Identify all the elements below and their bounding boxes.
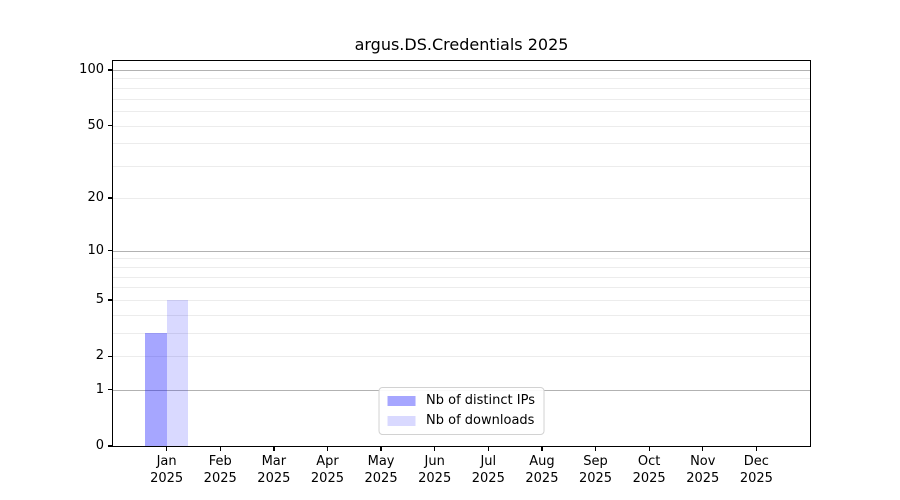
minor-gridline	[113, 300, 810, 302]
x-tick-mark	[487, 446, 489, 451]
y-tick-mark	[108, 197, 113, 199]
y-tick-mark	[108, 445, 113, 447]
x-tick-mark	[380, 446, 382, 451]
minor-gridline	[113, 87, 810, 89]
x-tick-month: Apr	[316, 454, 339, 469]
y-tick-mark	[108, 250, 113, 252]
x-tick-mark	[648, 446, 650, 451]
x-tick-label: Dec 2025	[724, 454, 788, 487]
x-tick-year: 2025	[257, 470, 291, 486]
minor-gridline	[113, 287, 810, 289]
y-tick-label: 0	[95, 438, 104, 453]
x-tick-year: 2025	[739, 470, 773, 486]
x-tick-mark	[273, 446, 275, 451]
y-tick-label: 100	[79, 62, 104, 77]
x-tick-month: Jan	[156, 454, 177, 469]
x-tick-mark	[219, 446, 221, 451]
x-tick-label: Mar 2025	[242, 454, 306, 487]
x-tick-label: May 2025	[349, 454, 413, 487]
legend-label-distinct-ips: Nb of distinct IPs	[426, 393, 535, 408]
minor-gridline	[113, 276, 810, 278]
y-tick-label: 50	[87, 117, 104, 133]
minor-gridline	[113, 125, 810, 127]
x-tick-month: Aug	[529, 454, 555, 469]
y-tick-label: 20	[87, 189, 104, 205]
x-tick-mark	[541, 446, 543, 451]
bar-downloads	[166, 300, 189, 446]
x-tick-year: 2025	[310, 470, 344, 486]
minor-gridline	[113, 266, 810, 268]
minor-gridline	[113, 356, 810, 358]
minor-gridline	[113, 197, 810, 199]
x-tick-mark	[702, 446, 704, 451]
x-tick-month: Sep	[583, 454, 608, 469]
minor-gridline	[113, 111, 810, 113]
x-tick-month: Feb	[208, 454, 232, 469]
legend-item-downloads: Nb of downloads	[387, 413, 535, 429]
x-tick-month: Mar	[261, 454, 287, 469]
x-tick-label: Sep 2025	[564, 454, 628, 487]
x-tick-label: Nov 2025	[671, 454, 735, 487]
minor-gridline	[113, 98, 810, 100]
x-tick-year: 2025	[471, 470, 505, 486]
x-tick-year: 2025	[686, 470, 720, 486]
chart-title: argus.DS.Credentials 2025	[354, 35, 569, 54]
x-tick-label: Jul 2025	[456, 454, 520, 487]
x-tick-year: 2025	[632, 470, 666, 486]
bar-distinct-ips	[145, 333, 167, 446]
x-tick-label: Apr 2025	[295, 454, 359, 487]
minor-gridline	[113, 333, 810, 335]
x-tick-year: 2025	[525, 470, 559, 486]
x-tick-month: Nov	[690, 454, 716, 469]
x-tick-label: Feb 2025	[188, 454, 252, 487]
legend-item-distinct-ips: Nb of distinct IPs	[387, 393, 535, 409]
x-tick-mark	[326, 446, 329, 451]
x-tick-year: 2025	[578, 470, 613, 486]
minor-gridline	[113, 143, 810, 145]
legend-label-downloads: Nb of downloads	[426, 413, 535, 428]
x-tick-year: 2025	[203, 470, 237, 486]
x-tick-year: 2025	[150, 470, 184, 486]
x-tick-label: Oct 2025	[617, 454, 681, 487]
x-tick-mark	[166, 446, 168, 451]
y-tick-mark	[108, 125, 113, 127]
x-tick-label: Aug 2025	[510, 454, 574, 487]
x-tick-mark	[594, 446, 597, 451]
major-gridline	[113, 70, 810, 71]
minor-gridline	[113, 166, 810, 168]
minor-gridline	[113, 314, 810, 316]
x-tick-month: Jul	[480, 454, 497, 469]
minor-gridline	[113, 78, 810, 80]
y-tick-label: 2	[95, 348, 104, 364]
x-tick-label: Jan 2025	[135, 454, 199, 487]
x-tick-year: 2025	[364, 470, 398, 486]
legend: Nb of distinct IPs Nb of downloads	[378, 387, 545, 435]
major-gridline	[113, 250, 810, 252]
x-tick-year: 2025	[418, 470, 452, 486]
x-tick-month: Jun	[424, 454, 445, 469]
y-tick-label: 5	[95, 292, 104, 308]
y-tick-mark	[108, 388, 113, 391]
x-tick-mark	[434, 446, 436, 451]
x-tick-label: Jun 2025	[403, 454, 467, 487]
x-tick-month: May	[367, 454, 395, 469]
y-tick-label: 1	[95, 381, 104, 397]
minor-gridline	[113, 258, 810, 260]
x-tick-month: Dec	[743, 454, 769, 469]
y-tick-mark	[108, 299, 113, 301]
x-tick-mark	[755, 446, 758, 451]
legend-swatch-downloads-icon	[387, 416, 416, 426]
x-tick-month: Oct	[637, 454, 661, 469]
legend-swatch-distinct-ips-icon	[387, 396, 416, 406]
y-tick-label: 10	[87, 242, 104, 258]
y-tick-mark	[108, 69, 113, 71]
plot-area: Nb of distinct IPs Nb of downloads	[112, 60, 811, 447]
y-tick-mark	[108, 355, 113, 358]
